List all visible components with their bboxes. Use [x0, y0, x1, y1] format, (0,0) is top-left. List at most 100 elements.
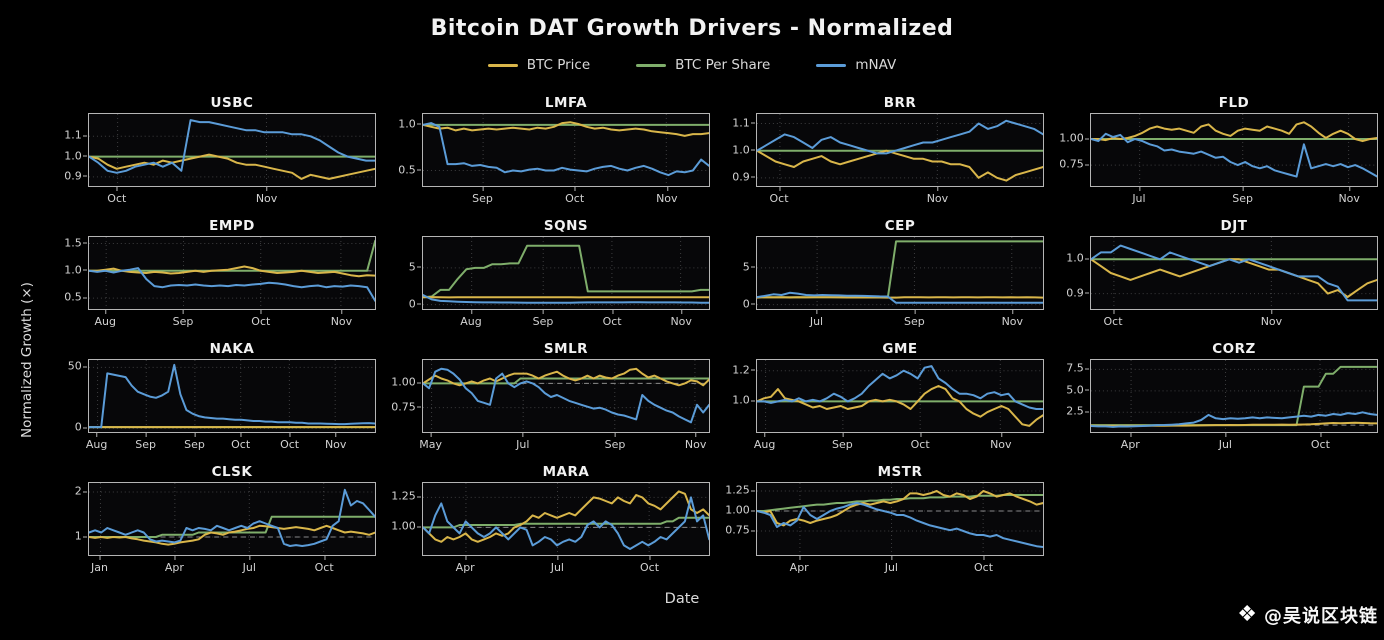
series-btc-price — [756, 385, 1043, 427]
y-tick: 1.1 — [732, 116, 755, 129]
legend-swatch-btc-per-share — [636, 63, 667, 67]
x-tick-labels: Oct Nov — [88, 187, 376, 205]
x-tick: Nov — [331, 310, 352, 328]
x-tick: Nov — [1338, 187, 1360, 205]
x-tick: May — [419, 433, 442, 451]
watermark-text: @吴说区块链 — [1264, 606, 1378, 627]
x-tick-labels: Aug Sep Oct Nov — [422, 310, 710, 328]
x-tick-labels: Jul Sep Nov — [1090, 187, 1378, 205]
subplot-naka: NAKA 50 0 Aug Sep Sep Oct Oct Nov — [48, 341, 376, 451]
x-tick: Sep — [832, 433, 853, 451]
x-tick: Aug — [86, 433, 107, 451]
subplot-title: CLSK — [211, 464, 253, 480]
x-tick: Sep — [135, 433, 156, 451]
series-btc-price — [422, 490, 709, 543]
y-tick: 0.9 — [1066, 286, 1089, 300]
y-tick: 0 — [74, 420, 87, 434]
x-tick: Oct — [315, 556, 334, 574]
y-tick: 0.75 — [391, 400, 421, 414]
x-tick: Sep — [184, 433, 205, 451]
y-tick-labels: 1.5 1.0 0.5 — [48, 236, 88, 308]
plot-area — [421, 359, 710, 433]
series-mnav — [756, 502, 1043, 548]
series-mnav — [422, 367, 709, 424]
x-tick: Aug — [95, 310, 116, 328]
x-tick: Apr — [790, 556, 809, 574]
plot-area — [87, 359, 376, 433]
y-tick: 1.5 — [64, 236, 87, 250]
subplot-title: FLD — [1218, 95, 1250, 111]
x-tick: Nov — [256, 187, 277, 205]
figure-title: Bitcoin DAT Growth Drivers - Normalized — [430, 16, 954, 41]
x-tick-labels: Aug Sep Oct Nov — [88, 310, 376, 328]
subplot-grid: USBC 1.1 1.0 0.9 Oct Nov LMFA 1.0 0.5 Sep Oct Nov BR… — [48, 95, 1384, 574]
y-tick: 1.0 — [732, 143, 755, 157]
x-tick: Oct — [280, 433, 299, 451]
x-tick: Oct — [770, 187, 789, 205]
subplot-clsk: CLSK 2 1 Jan Apr Jul Oct — [48, 464, 376, 574]
y-tick: 0.9 — [732, 170, 755, 184]
subplot-title: CEP — [884, 218, 916, 234]
x-tick-labels: Jul Sep Nov — [756, 310, 1044, 328]
series-btc-per-share — [756, 240, 1043, 299]
y-tick: 1.0 — [732, 393, 755, 407]
plot-area — [1089, 236, 1378, 310]
subplot-empd: EMPD 1.5 1.0 0.5 Aug Sep Oct Nov — [48, 218, 376, 328]
x-tick: Jul — [243, 556, 256, 574]
legend-swatch-mnav — [816, 63, 847, 67]
x-tick: Nov — [927, 187, 948, 205]
y-tick: 0.75 — [1059, 157, 1089, 171]
subplot-title: USBC — [210, 95, 254, 111]
x-tick: Oct — [1104, 310, 1123, 328]
series-btc-price — [756, 490, 1043, 527]
x-tick: Oct — [974, 556, 993, 574]
series-mnav — [88, 119, 375, 174]
series-btc-per-share — [1090, 365, 1377, 427]
series-mnav — [756, 291, 1043, 304]
y-tick: 1.0 — [1066, 251, 1089, 265]
x-tick-labels: May Jul Sep Nov — [419, 433, 710, 451]
x-axis-label: Date — [664, 591, 700, 607]
plot-area — [421, 482, 710, 556]
x-tick-labels: Aug Sep Sep Oct Oct Nov — [86, 433, 376, 451]
legend-label-btc-price: BTC Price — [526, 57, 591, 73]
subplot-smlr: SMLR 1.00 0.75 May Jul Sep Nov — [382, 341, 710, 451]
series-mnav — [88, 488, 375, 547]
watermark-logo-icon: ❖ — [1237, 602, 1257, 627]
y-tick: 1 — [74, 529, 87, 543]
series-btc-price — [422, 121, 709, 137]
x-tick: Jul — [1219, 433, 1232, 451]
subplot-title: EMPD — [209, 218, 255, 234]
series-btc-price — [88, 524, 375, 546]
x-tick-labels: Sep Oct Nov — [422, 187, 710, 205]
subplot-title: DJT — [1220, 218, 1248, 234]
subplot-title: CORZ — [1212, 341, 1256, 357]
y-tick-labels: 1.1 1.0 0.9 — [48, 113, 88, 185]
plot-area — [87, 482, 376, 556]
x-tick: Jul — [810, 310, 823, 328]
x-tick: Nov — [685, 433, 706, 451]
watermark: ❖ @吴说区块链 — [1237, 602, 1378, 628]
subplot-corz: CORZ 7.5 5.0 2.5 Apr Jul Oct — [1050, 341, 1378, 451]
x-tick: Oct — [231, 433, 250, 451]
y-tick-labels: 50 0 — [48, 359, 88, 434]
x-tick: Apr — [456, 556, 475, 574]
series-mnav — [88, 267, 375, 302]
y-tick-labels: 1.25 1.00 — [382, 482, 422, 554]
plot-area — [87, 113, 376, 187]
y-tick: 0.75 — [725, 523, 755, 537]
series-btc-per-share — [88, 239, 375, 272]
y-tick: 1.00 — [1059, 131, 1089, 145]
series-btc-price — [756, 149, 1043, 182]
y-tick-labels: 1.00 0.75 — [382, 359, 422, 431]
x-tick-labels: Apr Jul Oct — [1090, 433, 1378, 451]
y-tick: 0 — [742, 297, 755, 311]
series-mnav — [1090, 244, 1377, 302]
subplot-mara: MARA 1.25 1.00 Apr Jul Oct — [382, 464, 710, 574]
series-mnav — [422, 122, 709, 177]
plot-area — [755, 113, 1044, 187]
subplot-gme: GME 1.2 1.0 Aug Sep Oct Nov — [716, 341, 1044, 451]
y-tick: 1.00 — [391, 519, 421, 533]
x-tick: Sep — [533, 310, 553, 328]
